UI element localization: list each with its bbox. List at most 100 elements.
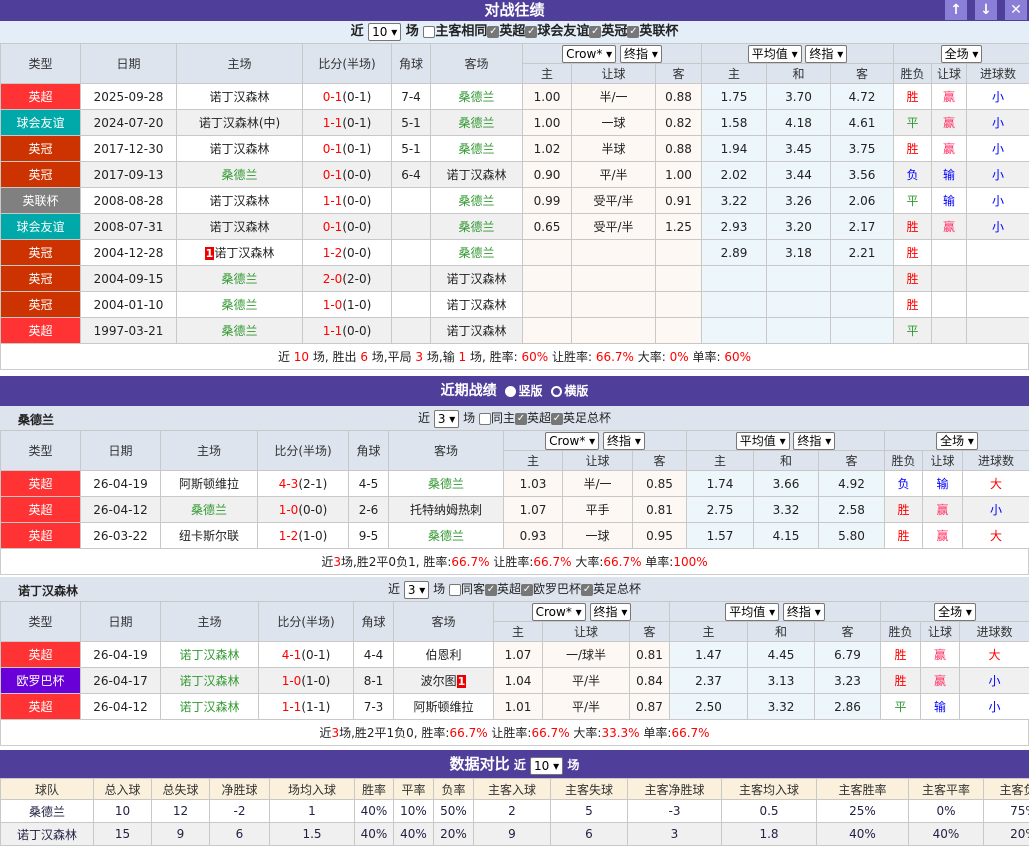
home-team[interactable]: 桑德兰	[177, 266, 303, 292]
vertical-layout-radio[interactable]	[505, 386, 516, 397]
stats-count-select[interactable]: 10 ▾	[530, 757, 563, 775]
league-checkbox[interactable]: ✓	[485, 584, 497, 596]
match-score[interactable]: 1-1(0-0)	[303, 188, 392, 214]
match-score[interactable]: 0-1(0-1)	[303, 136, 392, 162]
home-team[interactable]: 诺丁汉森林	[161, 694, 259, 720]
match-type[interactable]: 英超	[1, 318, 81, 344]
europe-company-select[interactable]: 平均值 ▾	[725, 603, 779, 621]
match-score[interactable]: 1-1(1-1)	[259, 694, 354, 720]
away-team[interactable]: 桑德兰	[431, 240, 523, 266]
match-type[interactable]: 英冠	[1, 136, 81, 162]
league-checkbox[interactable]: ✓	[627, 26, 639, 38]
away-team[interactable]: 诺丁汉森林	[431, 292, 523, 318]
company-select[interactable]: Crow* ▾	[545, 432, 599, 450]
away-team[interactable]: 桑德兰	[431, 110, 523, 136]
league-checkbox[interactable]: ✓	[521, 584, 533, 596]
match-type[interactable]: 英超	[1, 642, 81, 668]
europe-odds-type-select[interactable]: 终指 ▾	[783, 603, 825, 621]
period-select[interactable]: 全场 ▾	[934, 603, 976, 621]
match-type[interactable]: 英超	[1, 84, 81, 110]
away-team[interactable]: 伯恩利	[394, 642, 494, 668]
match-type[interactable]: 球会友谊	[1, 110, 81, 136]
away-team[interactable]: 桑德兰	[389, 471, 504, 497]
match-type[interactable]: 欧罗巴杯	[1, 668, 81, 694]
move-up-button[interactable]: ↑	[945, 0, 967, 20]
home-team[interactable]: 诺丁汉森林	[177, 214, 303, 240]
home-team[interactable]: 1诺丁汉森林	[177, 240, 303, 266]
match-count-select[interactable]: 3 ▾	[434, 410, 459, 428]
home-team[interactable]: 诺丁汉森林	[177, 136, 303, 162]
match-score[interactable]: 1-0(1-0)	[259, 668, 354, 694]
match-score[interactable]: 2-0(2-0)	[303, 266, 392, 292]
match-type[interactable]: 英冠	[1, 240, 81, 266]
company-select[interactable]: Crow* ▾	[562, 45, 616, 63]
period-select[interactable]: 全场 ▾	[936, 432, 978, 450]
home-team[interactable]: 阿斯顿维拉	[161, 471, 258, 497]
league-checkbox[interactable]: ✓	[487, 26, 499, 38]
match-type[interactable]: 英联杯	[1, 188, 81, 214]
asian-odds-type-select[interactable]: 终指 ▾	[603, 432, 645, 450]
league-checkbox[interactable]: ✓	[581, 584, 593, 596]
match-score[interactable]: 1-2(0-0)	[303, 240, 392, 266]
asian-odds-type-select[interactable]: 终指 ▾	[620, 45, 662, 63]
same-venue-checkbox[interactable]	[423, 26, 435, 38]
match-score[interactable]: 0-1(0-0)	[303, 214, 392, 240]
away-team[interactable]: 诺丁汉森林	[431, 266, 523, 292]
company-select[interactable]: Crow* ▾	[532, 603, 586, 621]
same-venue-checkbox[interactable]	[449, 584, 461, 596]
away-team[interactable]: 波尔图1	[394, 668, 494, 694]
same-venue-checkbox[interactable]	[479, 413, 491, 425]
away-team[interactable]: 诺丁汉森林	[431, 318, 523, 344]
home-team[interactable]: 桑德兰	[177, 318, 303, 344]
match-score[interactable]: 1-2(1-0)	[258, 523, 349, 549]
period-select[interactable]: 全场 ▾	[941, 45, 983, 63]
match-score[interactable]: 1-1(0-0)	[303, 318, 392, 344]
match-score[interactable]: 1-0(0-0)	[258, 497, 349, 523]
match-type[interactable]: 英冠	[1, 266, 81, 292]
home-team[interactable]: 桑德兰	[161, 497, 258, 523]
league-checkbox[interactable]: ✓	[515, 413, 527, 425]
home-team[interactable]: 纽卡斯尔联	[161, 523, 258, 549]
match-count-select[interactable]: 10 ▾	[368, 23, 401, 41]
match-type[interactable]: 英超	[1, 471, 81, 497]
away-team[interactable]: 桑德兰	[431, 84, 523, 110]
match-score[interactable]: 4-1(0-1)	[259, 642, 354, 668]
match-type[interactable]: 英超	[1, 694, 81, 720]
match-score[interactable]: 4-3(2-1)	[258, 471, 349, 497]
horizontal-layout-radio[interactable]	[551, 386, 562, 397]
match-score[interactable]: 1-1(0-1)	[303, 110, 392, 136]
match-type[interactable]: 球会友谊	[1, 214, 81, 240]
home-team[interactable]: 诺丁汉森林(中)	[177, 110, 303, 136]
match-score[interactable]: 0-1(0-0)	[303, 162, 392, 188]
league-checkbox[interactable]: ✓	[589, 26, 601, 38]
europe-odds-type-select[interactable]: 终指 ▾	[805, 45, 847, 63]
match-score[interactable]: 0-1(0-1)	[303, 84, 392, 110]
home-team[interactable]: 桑德兰	[177, 162, 303, 188]
match-type[interactable]: 英超	[1, 523, 81, 549]
league-checkbox[interactable]: ✓	[525, 26, 537, 38]
home-team[interactable]: 诺丁汉森林	[177, 188, 303, 214]
league-checkbox[interactable]: ✓	[551, 413, 563, 425]
away-team[interactable]: 托特纳姆热刺	[389, 497, 504, 523]
away-team[interactable]: 阿斯顿维拉	[394, 694, 494, 720]
match-score[interactable]: 1-0(1-0)	[303, 292, 392, 318]
move-down-button[interactable]: ↓	[975, 0, 997, 20]
home-team[interactable]: 桑德兰	[177, 292, 303, 318]
away-team[interactable]: 桑德兰	[431, 188, 523, 214]
away-team[interactable]: 桑德兰	[431, 136, 523, 162]
home-team[interactable]: 诺丁汉森林	[177, 84, 303, 110]
europe-odds-type-select[interactable]: 终指 ▾	[793, 432, 835, 450]
